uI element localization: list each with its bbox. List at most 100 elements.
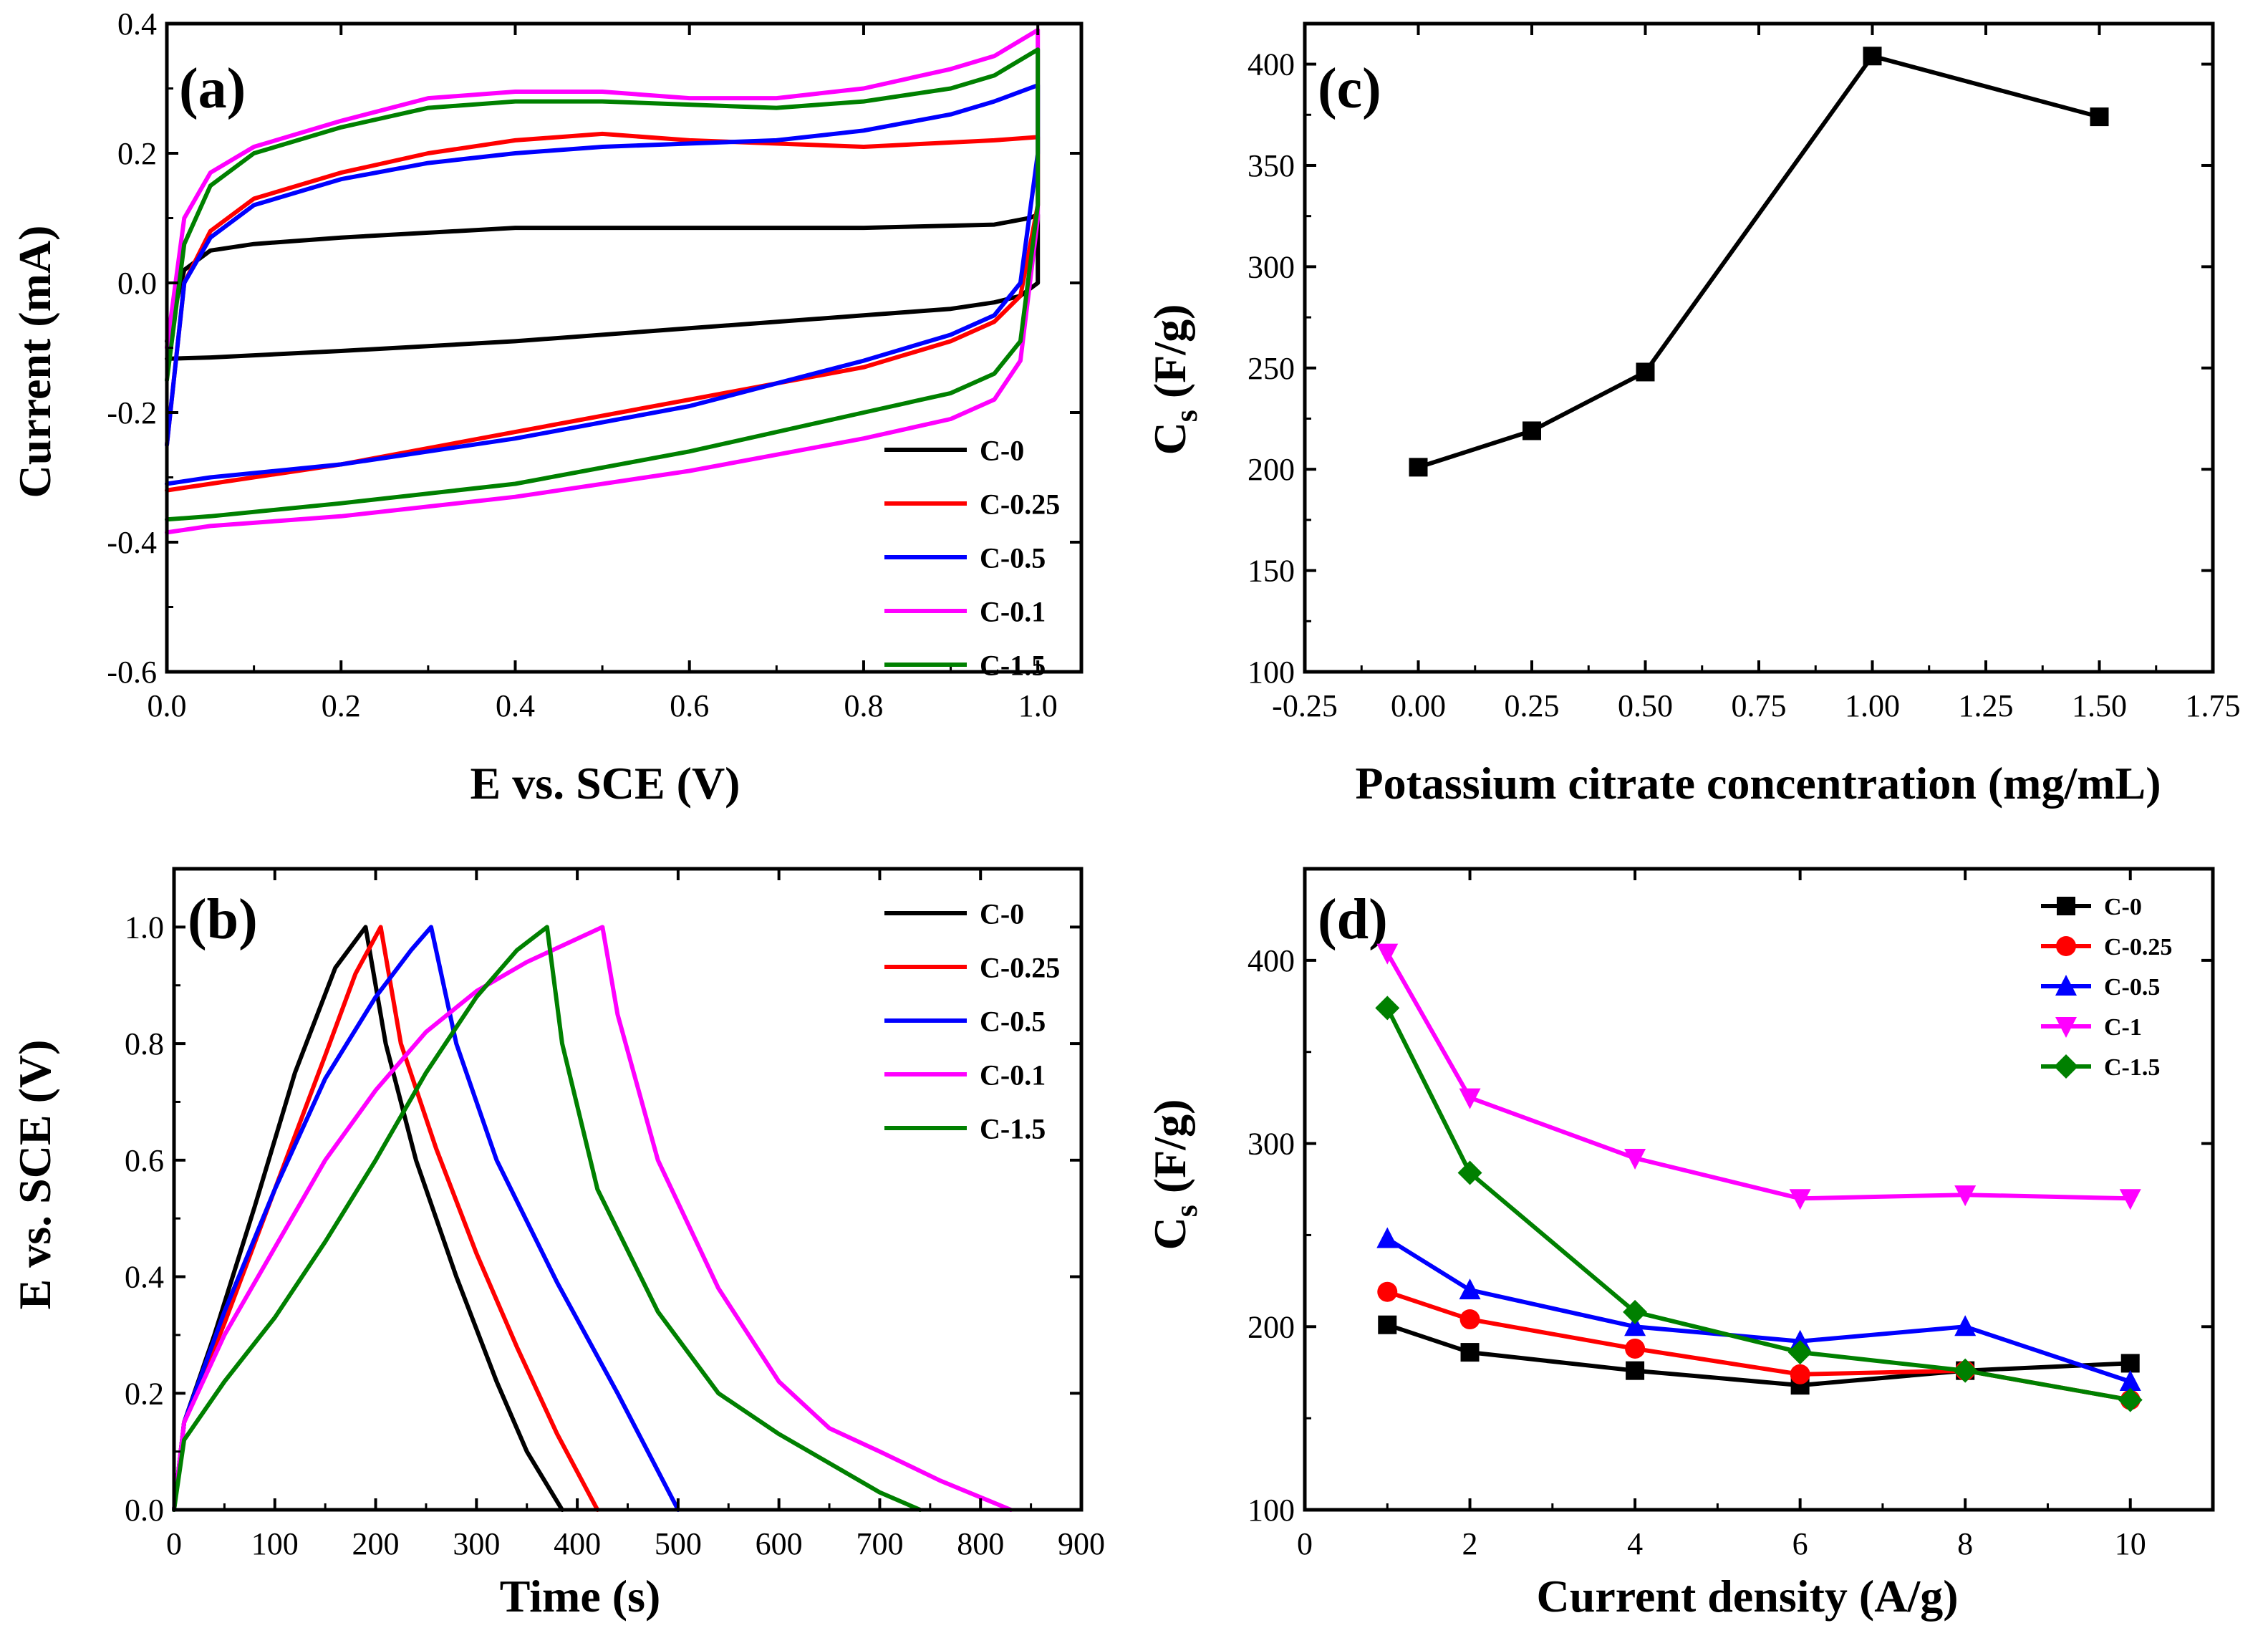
panel-d-legend-label-c-0.5: C-0.5	[2104, 974, 2160, 1001]
panel-d-xtick-label: 0	[1297, 1526, 1313, 1561]
panel-b-xtick-label: 200	[352, 1526, 400, 1561]
panel-c-ytick-label: 400	[1248, 47, 1295, 82]
panel-c-ytick-label: 200	[1248, 452, 1295, 487]
panel-a-legend-label-c-0: C-0	[980, 434, 1024, 466]
panel-d-series-c-0.25-point	[1625, 1338, 1646, 1359]
panel-b-ytick-label: 0.6	[125, 1143, 164, 1178]
panel-b-series-c-0.25-line	[172, 925, 600, 1512]
panel-a-label: (a)	[179, 57, 246, 120]
panel-c-xtick-label: 0.25	[1505, 688, 1560, 723]
panel-c-xtick-label: 1.75	[2186, 688, 2241, 723]
panel-d-series-c-1.5-line	[1385, 1006, 2133, 1402]
panel-a-legend-label-c-1.5: C-1.5	[980, 649, 1046, 681]
panel-b-legend-label-c-0.1: C-0.1	[980, 1059, 1046, 1091]
panel-d-series-c-1-point	[1376, 943, 1399, 965]
panel-d-legend-label-c-1: C-1	[2104, 1014, 2142, 1041]
panel-a-series-c-0.1-line	[165, 28, 1041, 535]
panel-a-ytick-label: -0.2	[107, 395, 157, 430]
panel-c-xtick-label: 0.50	[1618, 688, 1673, 723]
panel-d-ylabel-sub: s	[1169, 1205, 1204, 1217]
panel-d-xtick-label: 10	[2115, 1526, 2146, 1561]
panel-c-series-cs-point	[1863, 47, 1882, 66]
panel-a-xlabel: E vs. SCE (V)	[471, 758, 740, 809]
panel-c-xtick-label: 0.00	[1391, 688, 1446, 723]
panel-a-series-c-0.5-line	[165, 83, 1041, 486]
panel-d-ytick-label: 400	[1248, 943, 1295, 978]
panel-d-series-c-1-point	[1954, 1185, 1977, 1207]
panel-c-series-cs-point	[1409, 458, 1428, 477]
panel-b-legend-label-c-1.5: C-1.5	[980, 1112, 1046, 1145]
panel-b: (b) Time (s) E vs. SCE (V) 0 100 200 300 400…	[9, 867, 1105, 1622]
panel-a-xtick-label: 0.2	[322, 688, 361, 723]
panel-c-xtick-label: -0.25	[1272, 688, 1338, 723]
panel-c: (c) Potassium citrate concentration (mg/…	[1144, 21, 2241, 809]
panel-b-series-c-0.5-line	[172, 925, 680, 1512]
panel-d-legend-label-c-0.25: C-0.25	[2104, 934, 2172, 960]
panel-c-ylabel-main: C	[1144, 422, 1195, 455]
panel-c-ytick-label: 300	[1248, 249, 1295, 284]
panel-b-ylabel: E vs. SCE (V)	[9, 1040, 60, 1310]
panel-a-legend-label-c-0.1: C-0.1	[980, 595, 1046, 627]
panel-a-xtick-label: 0.8	[844, 688, 883, 723]
panel-a-legend-label-c-0.5: C-0.5	[980, 541, 1046, 574]
panel-c-ytick-label: 100	[1248, 655, 1295, 690]
panel-b-xlabel: Time (s)	[500, 1571, 661, 1622]
panel-c-ytick-label: 350	[1248, 148, 1295, 183]
panel-c-ytick-label: 150	[1248, 554, 1295, 589]
panel-a-series-c-0.25-line	[165, 131, 1041, 493]
panel-b-ytick-label: 0.0	[125, 1493, 164, 1528]
panel-d-series-c-1.5-point	[1953, 1358, 1978, 1383]
panel-c-series-cs-line	[1416, 54, 2102, 470]
panel-a-xtick-label: 0.6	[670, 688, 709, 723]
panel-d-series-c-0.5-point	[1954, 1315, 1977, 1336]
panel-d-ylabel-rest: (F/g)	[1144, 1099, 1195, 1205]
panel-c-ytick-label: 250	[1248, 351, 1295, 386]
panel-c-ylabel-rest: (F/g)	[1144, 304, 1195, 410]
panel-d-series-c-1.5-point	[1787, 1340, 1813, 1365]
panel-d-series-c-0-point	[2120, 1354, 2140, 1373]
panel-d-series-c-0-line	[1385, 1322, 2133, 1388]
panel-d-legend-marker-c-0.5	[2055, 975, 2077, 996]
panel-a-series-c-0-line	[165, 213, 1041, 361]
panel-c-xtick-label: 1.50	[2072, 688, 2127, 723]
panel-d-series-c-0.5-line	[1385, 1236, 2133, 1384]
panel-d-series-c-0.25-point	[1377, 1281, 1398, 1302]
panel-c-xtick-label: 1.25	[1959, 688, 2014, 723]
panel-d-series-c-0.5-point	[2119, 1370, 2141, 1391]
panel-d: (d) Current density (A/g) Cs (F/g) 0 2 4 6 8…	[1144, 867, 2215, 1622]
panel-d-legend-marker-c-1	[2055, 1017, 2077, 1038]
panel-c-series-cs-point	[1523, 421, 1541, 440]
panel-b-xtick-label: 600	[756, 1526, 803, 1561]
panel-d-legend-marker-c-1.5	[2054, 1054, 2078, 1079]
panel-d-series-c-1-point	[2119, 1189, 2141, 1210]
panel-a: (a) E vs. SCE (V) Current (mA) 0.0 0.2 0.4…	[9, 6, 1084, 809]
panel-d-plot-frame	[1303, 867, 2215, 1512]
panel-a-ytick-label: -0.6	[107, 655, 157, 690]
panel-d-legend-label-c-1.5: C-1.5	[2104, 1054, 2160, 1081]
panel-a-ytick-label: 0.2	[117, 136, 157, 171]
panel-c-plot-frame	[1303, 21, 2215, 674]
panel-b-xtick-label: 800	[957, 1526, 1004, 1561]
panel-a-series-c-1.5-line	[165, 47, 1041, 522]
panel-d-series-c-1-point	[1459, 1088, 1481, 1109]
panel-a-plot-frame	[165, 21, 1084, 674]
panel-d-series-c-1-point	[1624, 1149, 1646, 1170]
panel-b-xtick-label: 300	[453, 1526, 500, 1561]
panel-d-xtick-label: 6	[1792, 1526, 1808, 1561]
panel-c-xlabel: Potassium citrate concentration (mg/mL)	[1355, 758, 2161, 809]
panel-b-legend-label-c-0.5: C-0.5	[980, 1005, 1046, 1037]
panel-b-label: (b)	[188, 888, 258, 951]
panel-d-series-c-0.5-point	[1376, 1227, 1399, 1248]
panel-d-xlabel: Current density (A/g)	[1537, 1571, 1959, 1622]
panel-a-xtick-label: 0.0	[148, 688, 187, 723]
panel-c-ylabel-sub: s	[1169, 410, 1204, 422]
panel-a-xtick-label: 0.4	[496, 688, 535, 723]
panel-d-series-c-0.5-point	[1459, 1278, 1481, 1300]
panel-b-ytick-label: 0.4	[125, 1260, 164, 1295]
panel-b-xtick-label: 500	[655, 1526, 702, 1561]
panel-b-series-c-0-line	[172, 925, 564, 1512]
panel-d-series-c-1.5-point	[1375, 996, 1400, 1021]
panel-d-series-c-0-point	[1460, 1343, 1480, 1362]
panel-a-ytick-label: -0.4	[107, 525, 157, 560]
